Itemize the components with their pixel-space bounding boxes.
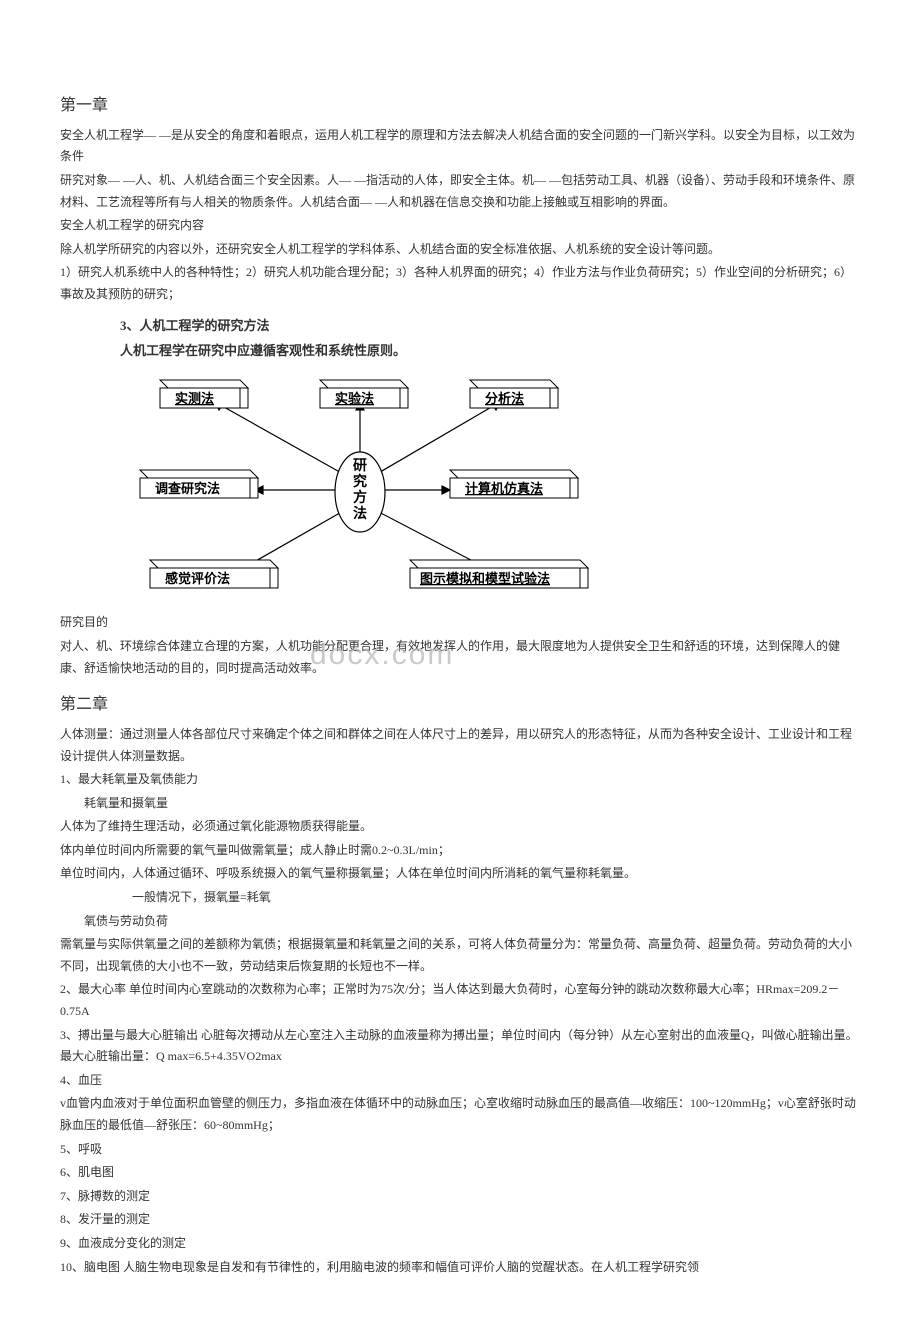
ch2-p8: 2、最大心率 单位时间内心室跳动的次数称为心率；正常时为75次/分；当人体达到最… (60, 979, 860, 1022)
ch1-p6: 研究目的 (60, 612, 860, 634)
node-shice: 实测法 (160, 380, 248, 408)
ch2-p7: 需氧量与实际供氧量之间的差额称为氧债；根据摄氧量和耗氧量之间的关系，可将人体负荷… (60, 934, 860, 977)
diagram-title: 3、人机工程学的研究方法 (120, 314, 860, 337)
ch2-p4: 体内单位时间内所需要的氧气量叫做需氧量；成人静止时需0.2~0.3L/min； (60, 840, 860, 862)
ch1-p7: 对人、机、环境综合体建立合理的方案，人机功能分配更合理，有效地发挥人的作用，最大… (60, 639, 840, 675)
ch2-p6: 一般情况下，摄氧量=耗氧 (60, 887, 860, 909)
ch2-p2a: 耗氧量和摄氧量 (60, 793, 860, 815)
ch2-p3: 人体为了维持生理活动，必须通过氧化能源物质获得能量。 (60, 816, 860, 838)
ch2-p16: 9、血液成分变化的测定 (60, 1233, 860, 1255)
node-jisuanji-label: 计算机仿真法 (465, 481, 543, 496)
ch1-p2: 研究对象— —人、机、人机结合面三个安全因素。人— —指活动的人体，即安全主体。… (60, 170, 860, 213)
chapter2-title: 第二章 (60, 691, 860, 720)
research-methods-diagram: 实测法 实验法 分析法 调查研究法 计算机仿真法 (120, 370, 600, 600)
ch1-p7-wrap: 对人、机、环境综合体建立合理的方案，人机功能分配更合理，有效地发挥人的作用，最大… (60, 636, 860, 679)
node-center: 研 究 方 法 (335, 452, 385, 532)
ch2-p17: 10、脑电图 人脑生物电现象是自发和有节律性的，利用脑电波的频率和幅值可评价人脑… (60, 1257, 860, 1279)
ch2-p10: 4、血压 (60, 1070, 860, 1092)
node-ganjue-label: 感觉评价法 (165, 571, 230, 586)
node-fenxi-label: 分析法 (485, 391, 524, 406)
ch1-p1: 安全人机工程学— —是从安全的角度和着眼点，运用人机工程学的原理和方法去解决人机… (60, 125, 860, 168)
ch1-p4: 除人机学所研究的内容以外，还研究安全人机工程学的学科体系、人机结合面的安全标准依… (60, 239, 860, 261)
ch2-p11: v血管内血液对于单位面积血管壁的侧压力，多指血液在体循环中的动脉血压；心室收缩时… (60, 1093, 860, 1136)
svg-text:方: 方 (353, 489, 367, 506)
diagram-section: 3、人机工程学的研究方法 人机工程学在研究中应遵循客观性和系统性原则。 (120, 314, 860, 601)
ch2-p5: 单位时间内，人体通过循环、呼吸系统摄入的氧气量称摄氧量；人体在单位时间内所消耗的… (60, 863, 860, 885)
node-diaocha-label: 调查研究法 (155, 481, 220, 496)
node-jisuanji: 计算机仿真法 (450, 470, 578, 498)
node-tushi: 图示模拟和模型试验法 (410, 560, 588, 588)
ch2-p12: 5、呼吸 (60, 1139, 860, 1161)
node-tushi-label: 图示模拟和模型试验法 (420, 571, 550, 586)
watermark: docx.com (310, 628, 454, 682)
node-shiyan-label: 实验法 (335, 391, 374, 406)
svg-text:法: 法 (353, 505, 367, 522)
svg-text:究: 究 (353, 473, 367, 490)
ch2-p6a: 氧债与劳动负荷 (60, 911, 860, 933)
ch2-p13: 6、肌电图 (60, 1162, 860, 1184)
ch1-p3: 安全人机工程学的研究内容 (60, 215, 860, 237)
svg-text:研: 研 (353, 458, 367, 474)
ch2-p1: 人体测量：通过测量人体各部位尺寸来确定个体之间和群体之间在人体尺寸上的差异，用以… (60, 724, 860, 767)
ch2-p9: 3、搏出量与最大心脏输出 心脏每次搏动从左心室注入主动脉的血液量称为搏出量；单位… (60, 1025, 860, 1068)
node-fenxi: 分析法 (470, 380, 558, 408)
node-diaocha: 调查研究法 (140, 470, 258, 498)
ch2-p2: 1、最大耗氧量及氧债能力 (60, 769, 860, 791)
ch1-p5: 1）研究人机系统中人的各种特性；2）研究人机功能合理分配；3）各种人机界面的研究… (60, 262, 860, 305)
node-ganjue: 感觉评价法 (150, 560, 278, 588)
ch2-p15: 8、发汗量的测定 (60, 1209, 860, 1231)
ch2-p14: 7、脉搏数的测定 (60, 1186, 860, 1208)
chapter1-title: 第一章 (60, 92, 860, 121)
diagram-subtitle: 人机工程学在研究中应遵循客观性和系统性原则。 (120, 339, 860, 362)
node-shice-label: 实测法 (175, 391, 214, 406)
node-shiyan: 实验法 (320, 380, 408, 408)
